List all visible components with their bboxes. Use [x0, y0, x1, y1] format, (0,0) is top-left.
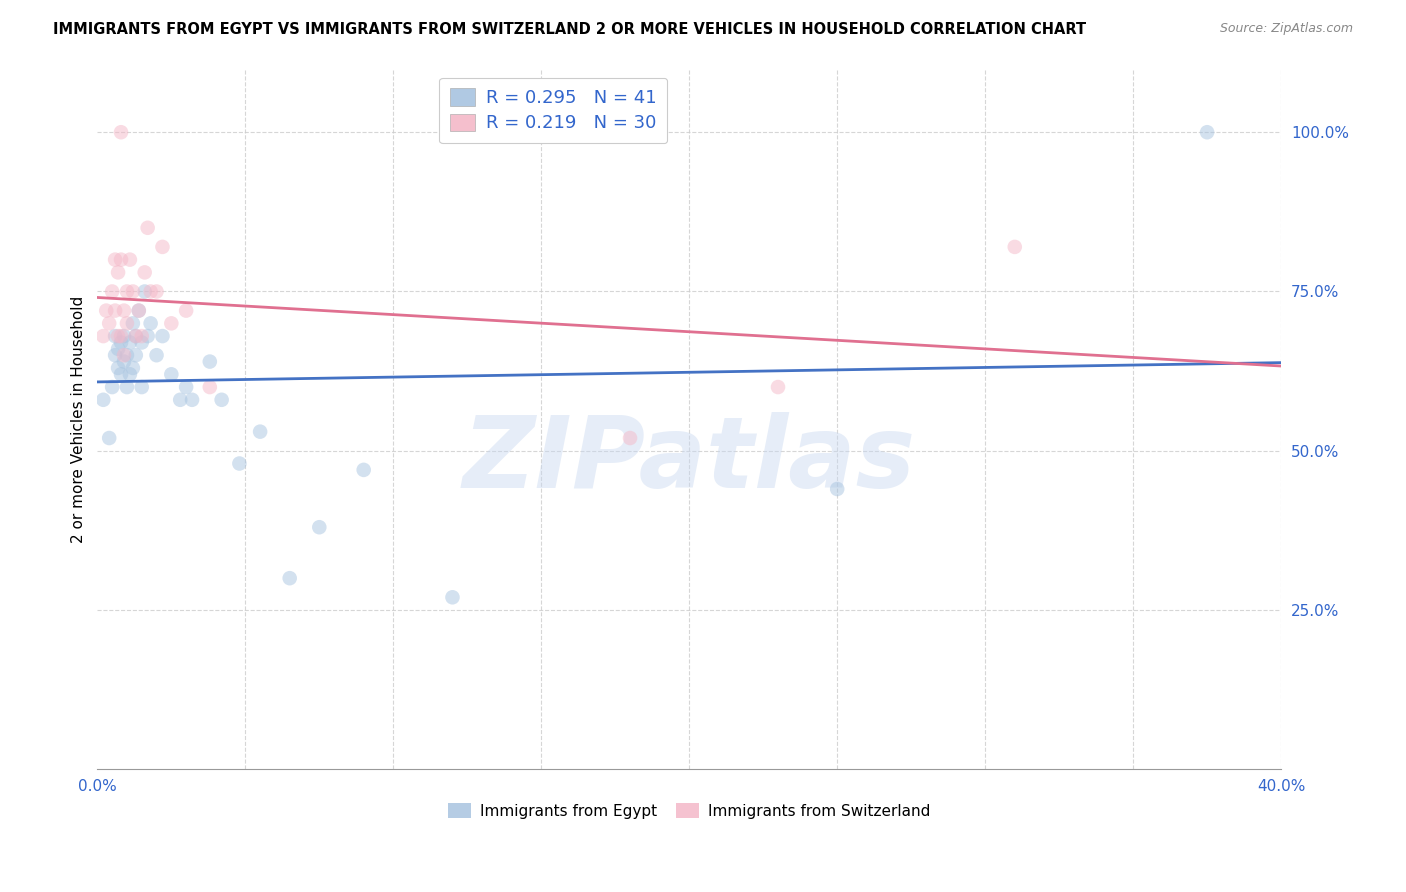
Point — [134, 265, 156, 279]
Point — [766, 380, 789, 394]
Point — [198, 354, 221, 368]
Point — [98, 317, 121, 331]
Y-axis label: 2 or more Vehicles in Household: 2 or more Vehicles in Household — [72, 295, 86, 542]
Point — [118, 252, 141, 267]
Point — [118, 335, 141, 350]
Point — [125, 329, 148, 343]
Point — [110, 125, 132, 139]
Point — [101, 285, 124, 299]
Point — [131, 335, 153, 350]
Point — [441, 591, 464, 605]
Point — [160, 317, 183, 331]
Point — [107, 360, 129, 375]
Point — [136, 329, 159, 343]
Point — [152, 329, 174, 343]
Point — [118, 368, 141, 382]
Point — [1197, 125, 1219, 139]
Point — [353, 463, 375, 477]
Point — [104, 348, 127, 362]
Point — [107, 329, 129, 343]
Point — [145, 285, 167, 299]
Point — [134, 285, 156, 299]
Point — [112, 348, 135, 362]
Point — [110, 368, 132, 382]
Point — [1004, 240, 1026, 254]
Point — [110, 252, 132, 267]
Point — [107, 265, 129, 279]
Point — [112, 303, 135, 318]
Point — [160, 368, 183, 382]
Point — [278, 571, 301, 585]
Point — [115, 348, 138, 362]
Point — [104, 252, 127, 267]
Point — [107, 342, 129, 356]
Point — [174, 380, 197, 394]
Point — [198, 380, 221, 394]
Point — [125, 329, 148, 343]
Point — [139, 285, 162, 299]
Point — [104, 329, 127, 343]
Point — [115, 285, 138, 299]
Point — [181, 392, 204, 407]
Point — [91, 392, 114, 407]
Point — [96, 303, 118, 318]
Point — [136, 220, 159, 235]
Point — [825, 482, 848, 496]
Point — [121, 285, 143, 299]
Point — [131, 329, 153, 343]
Point — [131, 380, 153, 394]
Point — [211, 392, 233, 407]
Point — [91, 329, 114, 343]
Point — [128, 303, 150, 318]
Point — [112, 329, 135, 343]
Point — [115, 380, 138, 394]
Point — [121, 360, 143, 375]
Text: ZIPatlas: ZIPatlas — [463, 412, 915, 509]
Point — [110, 329, 132, 343]
Point — [228, 457, 250, 471]
Point — [112, 354, 135, 368]
Point — [121, 317, 143, 331]
Point — [619, 431, 641, 445]
Point — [249, 425, 271, 439]
Point — [115, 317, 138, 331]
Point — [125, 348, 148, 362]
Point — [128, 303, 150, 318]
Point — [308, 520, 330, 534]
Point — [110, 335, 132, 350]
Point — [152, 240, 174, 254]
Legend: Immigrants from Egypt, Immigrants from Switzerland: Immigrants from Egypt, Immigrants from S… — [441, 797, 936, 825]
Point — [174, 303, 197, 318]
Point — [104, 303, 127, 318]
Point — [145, 348, 167, 362]
Point — [139, 317, 162, 331]
Point — [169, 392, 191, 407]
Text: Source: ZipAtlas.com: Source: ZipAtlas.com — [1219, 22, 1353, 36]
Point — [101, 380, 124, 394]
Point — [98, 431, 121, 445]
Text: IMMIGRANTS FROM EGYPT VS IMMIGRANTS FROM SWITZERLAND 2 OR MORE VEHICLES IN HOUSE: IMMIGRANTS FROM EGYPT VS IMMIGRANTS FROM… — [53, 22, 1087, 37]
